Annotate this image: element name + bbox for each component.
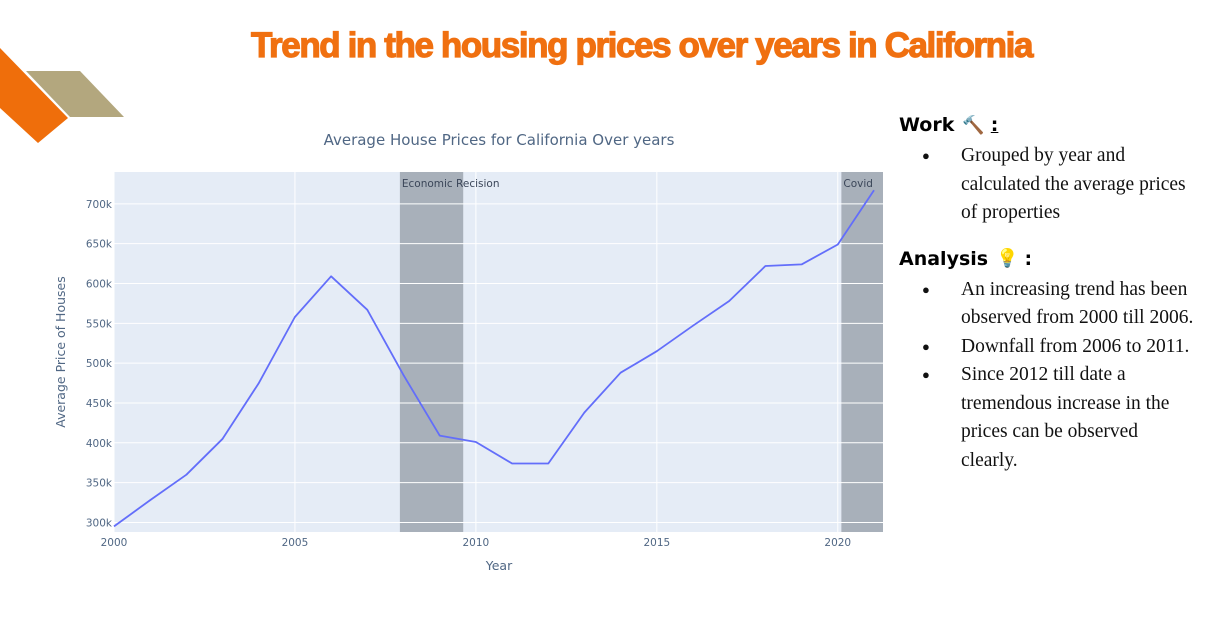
- bullet-item: ● Since 2012 till date a tremendous incre…: [899, 361, 1199, 475]
- data-point: [221, 437, 224, 440]
- data-point: [185, 473, 188, 476]
- data-point: [402, 373, 405, 376]
- bullet-item: ● Downfall from 2006 to 2011.: [899, 333, 1199, 362]
- data-point: [149, 499, 152, 502]
- data-point: [583, 411, 586, 414]
- data-point: [257, 381, 260, 384]
- gridlines: [113, 172, 883, 532]
- bullet-dot-icon: ●: [922, 367, 930, 382]
- band-label: Economic Recision: [402, 178, 500, 190]
- y-axis-title: Average Price of Houses: [53, 276, 68, 427]
- y-tick-label: 650k: [86, 239, 113, 251]
- y-tick-label: 300k: [86, 517, 113, 529]
- shaded-bands: [399, 172, 883, 532]
- data-point: [474, 440, 477, 443]
- data-point: [764, 264, 767, 267]
- work-heading: Work 🔨 :: [899, 112, 1199, 138]
- shaded-band: [399, 172, 464, 532]
- work-heading-text: Work: [899, 114, 955, 136]
- hammer-icon: 🔨: [962, 114, 985, 136]
- tan-chevron-shape: [26, 71, 124, 117]
- data-point: [728, 299, 731, 302]
- x-tick-label: 2000: [101, 537, 128, 549]
- data-point: [691, 324, 694, 327]
- y-tick-label: 450k: [86, 398, 113, 410]
- shaded-band: [841, 172, 883, 532]
- y-tick-label: 400k: [86, 438, 113, 450]
- data-point: [366, 308, 369, 311]
- corner-decoration: [0, 48, 124, 143]
- band-label: Covid: [843, 178, 873, 190]
- bullet-dot-icon: ●: [922, 148, 930, 163]
- price-series-line: [113, 189, 875, 528]
- work-heading-colon: :: [990, 114, 999, 136]
- data-point: [293, 315, 296, 318]
- analysis-heading-text: Analysis: [899, 247, 989, 270]
- analysis-heading-colon: :: [1024, 247, 1033, 270]
- notes-panel: Work 🔨 : ● Grouped by year and calculated…: [899, 112, 1199, 475]
- bullet-text: Grouped by year and calculated the avera…: [961, 145, 1186, 223]
- bullet-dot-icon: ●: [922, 338, 930, 354]
- data-point: [655, 350, 658, 353]
- data-point: [330, 275, 333, 278]
- series-group: Economic Recision Covid: [112, 178, 875, 528]
- line-chart: Average House Prices for California Over…: [53, 131, 883, 573]
- y-tick-labels: 300k 350k 400k 450k 500k 550k 600k 650k 700k: [86, 199, 113, 530]
- x-tick-labels: 2000 2005 2010 2015 2020: [101, 537, 851, 549]
- plot-area: [114, 172, 883, 532]
- data-point: [510, 462, 513, 465]
- x-tick-label: 2005: [282, 537, 309, 549]
- y-tick-label: 600k: [86, 279, 113, 291]
- x-tick-label: 2015: [643, 537, 670, 549]
- data-point: [547, 462, 550, 465]
- y-tick-label: 500k: [86, 358, 113, 370]
- orange-ribbon-shape: [0, 48, 68, 143]
- bullet-dot-icon: ●: [922, 281, 930, 297]
- data-point: [438, 434, 441, 437]
- bullet-text: Since 2012 till date a tremendous increa…: [961, 364, 1170, 471]
- analysis-bullet-list: ● An increasing trend has been observed f…: [899, 276, 1199, 476]
- y-tick-label: 350k: [86, 478, 113, 490]
- analysis-heading: Analysis 💡 :: [899, 246, 1199, 272]
- x-tick-label: 2020: [824, 537, 851, 549]
- data-point: [619, 371, 622, 374]
- bullet-text: An increasing trend has been observed fr…: [961, 278, 1194, 329]
- slide-title: Trend in the housing prices over years i…: [250, 25, 1034, 65]
- chart-title: Average House Prices for California Over…: [324, 131, 675, 149]
- x-axis-title: Year: [485, 558, 513, 573]
- work-bullet-list: ● Grouped by year and calculated the aver…: [899, 142, 1199, 228]
- bullet-item: ● Grouped by year and calculated the aver…: [899, 142, 1199, 228]
- y-tick-label: 550k: [86, 318, 113, 330]
- lightbulb-icon: 💡: [996, 248, 1019, 269]
- data-point: [800, 263, 803, 266]
- bullet-item: ● An increasing trend has been observed f…: [899, 276, 1199, 333]
- data-point: [112, 525, 115, 528]
- data-point: [836, 243, 839, 246]
- x-tick-label: 2010: [463, 537, 490, 549]
- bullet-text: Downfall from 2006 to 2011.: [961, 335, 1190, 357]
- y-tick-label: 700k: [86, 199, 113, 211]
